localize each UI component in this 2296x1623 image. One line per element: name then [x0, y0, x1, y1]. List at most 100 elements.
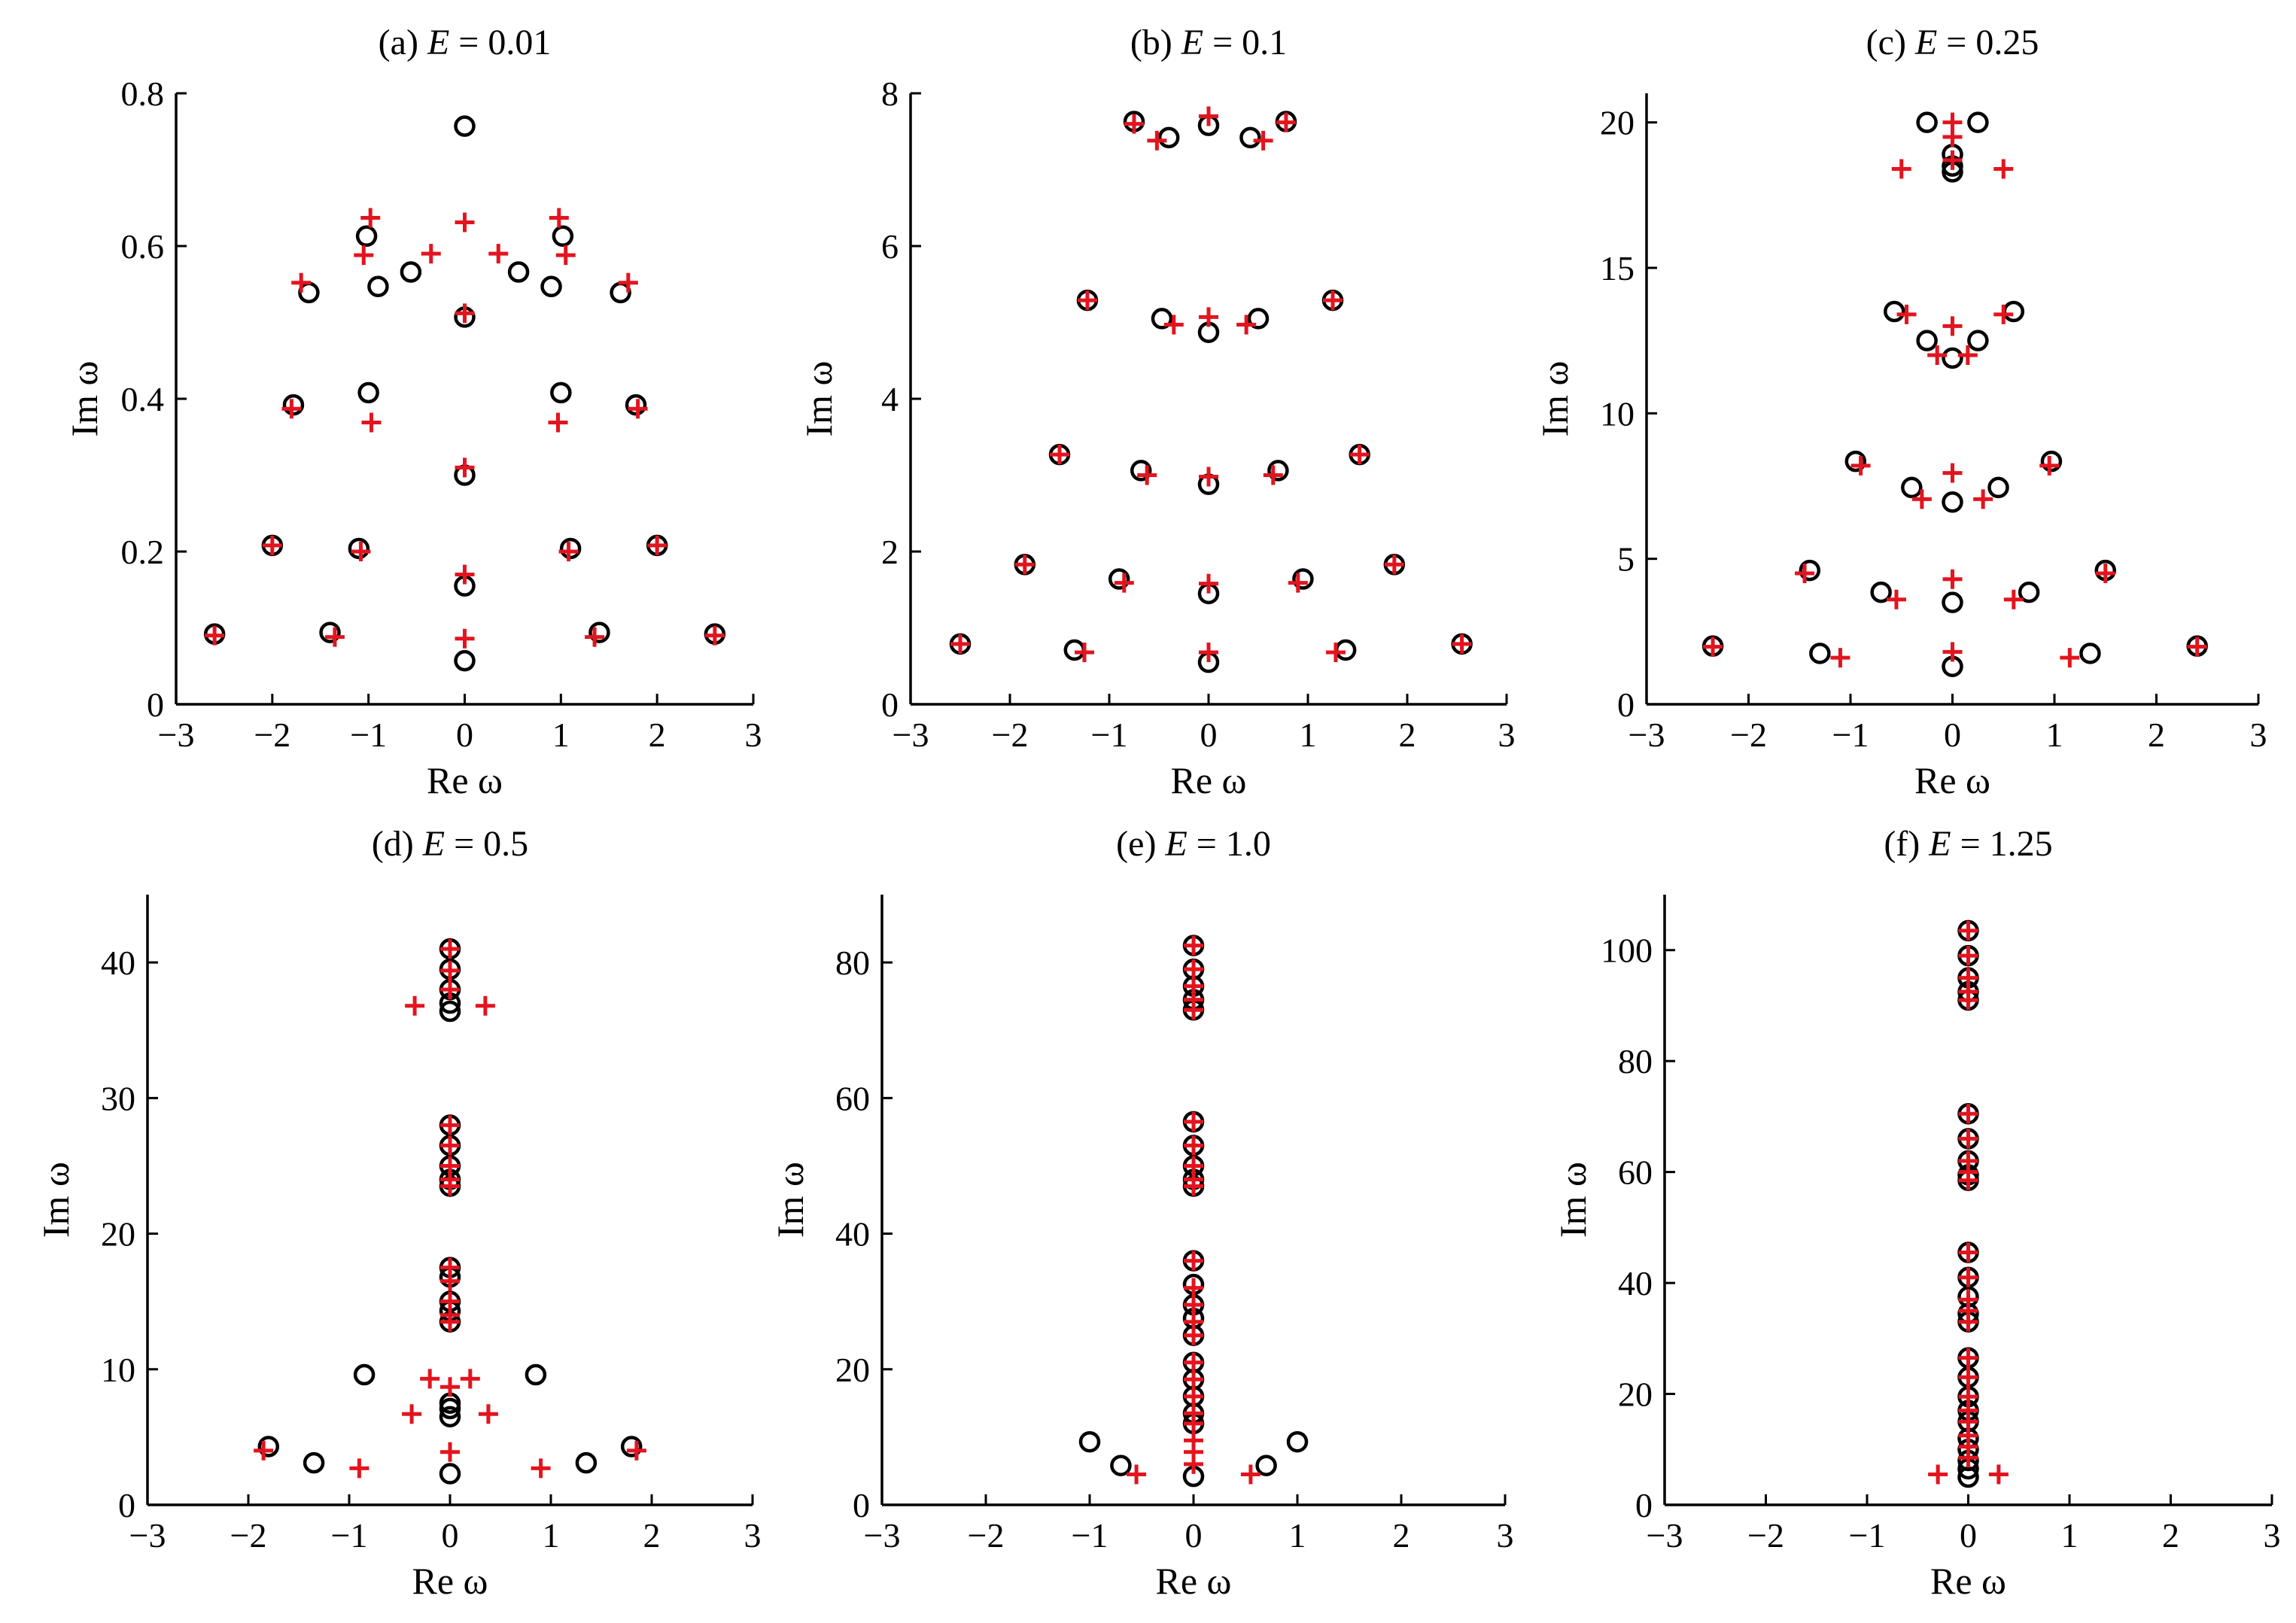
plus-point: [950, 634, 970, 654]
plus-point: [1958, 920, 1978, 941]
circle-point: [1063, 639, 1086, 661]
plus-point: [1958, 1104, 1978, 1124]
plus-point: [704, 625, 725, 646]
plus-point: [1184, 935, 1203, 956]
y-tick-label: 80: [835, 944, 870, 982]
plus-point: [1199, 106, 1218, 126]
plus-point: [488, 244, 509, 264]
plus-point: [1199, 307, 1218, 327]
circle-point: [1942, 591, 1963, 613]
plus-point: [1263, 465, 1283, 485]
y-tick-label: 60: [835, 1079, 870, 1117]
plus-point: [324, 627, 345, 647]
plus-point: [558, 542, 579, 561]
x-axis-label: Re ω: [427, 759, 503, 801]
plus-point: [440, 1377, 460, 1397]
plus-point: [1075, 642, 1094, 662]
panel-c: −3 −2 −1 0 1 2 3 0 5 10 15 20 (c) E = 0.25 Re ω Im ω: [1534, 23, 2267, 801]
plus-point: [1014, 555, 1035, 575]
x-tick-label: −2: [254, 716, 290, 754]
plus-point: [1830, 648, 1850, 668]
circle-point: [1967, 330, 1989, 351]
plus-point: [281, 399, 302, 419]
circle-point: [355, 225, 378, 248]
x-tick-label: −2: [230, 1516, 267, 1555]
plus-point: [1886, 589, 1906, 609]
x-tick-label: 0: [456, 716, 473, 754]
plus-point: [1114, 573, 1134, 593]
circle-point: [1334, 639, 1357, 661]
circle-point: [439, 1000, 461, 1023]
plus-point: [1253, 130, 1273, 150]
plus-point: [440, 1115, 460, 1135]
plus-point: [1927, 345, 1948, 365]
plus-point: [1958, 1129, 1978, 1149]
circle-point: [454, 115, 476, 137]
circle-point: [2040, 450, 2063, 473]
x-tick-label: 0: [1944, 716, 1961, 754]
y-tick-label: 0.2: [121, 533, 165, 571]
plus-point: [1958, 1348, 1978, 1368]
circle-point: [1247, 308, 1270, 330]
circle-point: [454, 649, 476, 672]
circle-point: [303, 1451, 325, 1474]
chart-title: (f) E = 1.25: [1884, 824, 2052, 864]
plus-point: [1184, 1454, 1203, 1474]
x-tick-label: 2: [649, 716, 666, 754]
plus-point: [455, 457, 475, 478]
plus-point: [455, 212, 475, 233]
x-tick-label: 3: [1497, 1516, 1514, 1555]
plus-point: [1942, 463, 1963, 483]
x-tick-label: 3: [2250, 716, 2267, 754]
y-tick-label: 0: [853, 1486, 870, 1524]
plus-point: [1957, 345, 1978, 365]
circle-point: [1844, 450, 1867, 473]
circle-point: [620, 1436, 643, 1457]
circle-point: [1884, 300, 1905, 323]
plus-point: [475, 995, 495, 1016]
y-tick-label: 8: [881, 74, 899, 113]
y-tick-label: 30: [101, 1079, 135, 1117]
circle-point: [540, 275, 562, 298]
y-tick-label: 10: [101, 1351, 135, 1389]
plus-point: [1942, 127, 1963, 147]
plus-point: [1958, 946, 1978, 966]
plus-point: [1184, 1386, 1203, 1406]
x-tick-label: 3: [1498, 716, 1516, 754]
circle-point: [1151, 308, 1173, 330]
x-tick-label: −3: [1647, 1516, 1683, 1555]
plus-point: [1958, 1267, 1978, 1287]
y-tick-label: 5: [1617, 540, 1635, 579]
circle-point: [1870, 581, 1892, 603]
plus-point: [1958, 1367, 1978, 1387]
x-tick-label: −2: [1747, 1516, 1784, 1555]
y-tick-label: 2: [881, 533, 899, 571]
panel-b: −3 −2 −1 0 1 2 3 0 2 4 6 8 (b) E = 0.1 Re ω Im ω: [798, 23, 1516, 801]
x-tick-label: −2: [992, 716, 1029, 754]
plus-point: [402, 1404, 422, 1424]
plus-point: [1958, 1311, 1978, 1332]
circle-point: [319, 622, 341, 643]
plus-point: [1795, 564, 1815, 583]
circle-point: [2079, 643, 2101, 664]
plus-point: [1703, 637, 1723, 657]
plus-point: [1452, 634, 1472, 654]
x-tick-label: 1: [1289, 1516, 1306, 1555]
y-tick-label: 15: [1600, 249, 1635, 287]
circle-point: [2003, 300, 2025, 323]
circle-point: [552, 225, 574, 248]
x-tick-label: 1: [552, 716, 570, 754]
y-tick-label: 100: [1601, 932, 1653, 970]
plus-point: [1993, 304, 2014, 324]
plus-point: [1184, 959, 1203, 980]
circle-point: [439, 1406, 461, 1428]
plus-point: [2003, 589, 2024, 609]
plus-point: [354, 245, 374, 266]
plus-point: [1325, 642, 1346, 662]
x-tick-label: −1: [1072, 1516, 1108, 1555]
panel-a: −3 −2 −1 0 1 2 3 0 0.2 0.4 0.6 0.8 (a) E = 0.01 Re ω I…: [63, 23, 762, 801]
circle-point: [588, 622, 610, 643]
y-tick-label: 0.8: [121, 74, 165, 113]
plus-point: [460, 1369, 480, 1389]
